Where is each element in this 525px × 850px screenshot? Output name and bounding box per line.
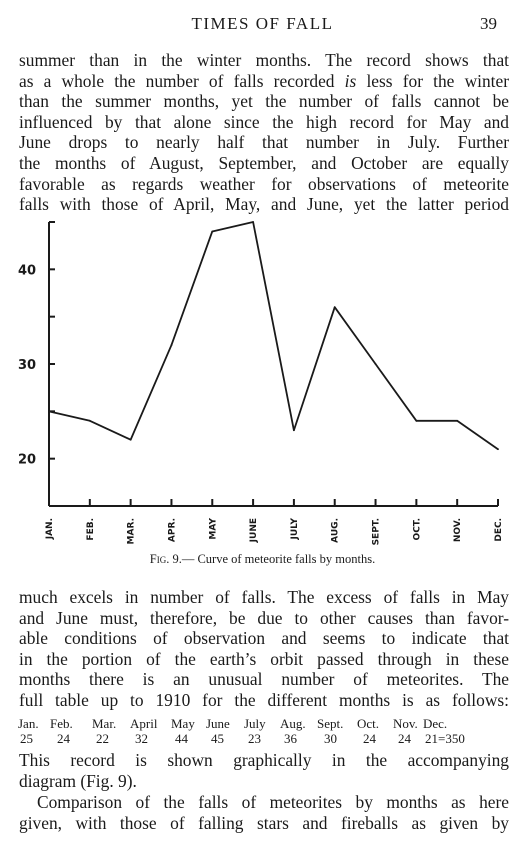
text-line: falls with those of April, May, and June… xyxy=(19,194,509,215)
text-line: given, with those of falling stars and f… xyxy=(19,812,509,833)
y-tick-label: 20 xyxy=(18,453,36,468)
table-count: 24 xyxy=(398,731,411,746)
data-point xyxy=(456,419,459,422)
table-month: Oct. xyxy=(357,716,380,731)
table-count: 45 xyxy=(211,731,224,746)
page-number: 39 xyxy=(480,14,497,33)
text-line: This record is shown graphically in the … xyxy=(19,750,509,770)
x-tick-label: AUG. xyxy=(331,518,341,543)
caption-text: — Curve of meteorite falls by months. xyxy=(181,552,376,566)
page-header: TIMES OF FALL 39 xyxy=(0,14,525,36)
table-month: Mar. xyxy=(92,716,117,731)
table-count: 44 xyxy=(175,731,188,746)
paragraph-top: summer than in the winter months. The re… xyxy=(19,50,509,215)
monthly-falls-table: Jan. Feb. Mar. April May June July Aug. … xyxy=(18,716,465,746)
x-tick-label: JAN. xyxy=(45,518,55,540)
paragraph-after-table: This record is shown graphically in the … xyxy=(19,750,509,791)
data-point xyxy=(170,344,173,346)
text-line: than the summer months, yet the number o… xyxy=(19,91,509,112)
table-month: Feb. xyxy=(50,716,73,731)
data-point xyxy=(293,429,295,432)
figure-number: Fig. 9. xyxy=(149,552,182,566)
data-point xyxy=(48,410,50,413)
figure-caption: Fig. 9.— Curve of meteorite falls by mon… xyxy=(0,552,525,567)
x-tick-label: APR. xyxy=(167,518,177,542)
table-count: 24 xyxy=(363,731,376,746)
table-count: 22 xyxy=(96,731,109,746)
text-line: the months of August, September, and Oct… xyxy=(19,152,509,173)
table-month: Aug. xyxy=(280,716,306,731)
table-count: 21=350 xyxy=(425,731,465,746)
x-tick-label: OCT. xyxy=(412,518,422,540)
x-tick-label: MAY xyxy=(208,518,218,540)
x-tick-label: NOV. xyxy=(453,518,463,542)
paragraph-last: Comparison of the falls of meteorites by… xyxy=(19,792,509,833)
text-line: in the portion of the earth’s orbit pass… xyxy=(19,648,509,669)
data-point xyxy=(497,448,499,451)
text-line: favorable as regards weather for observa… xyxy=(19,173,509,194)
table-month: June xyxy=(206,716,230,731)
text-line: months there is an unusual number of met… xyxy=(19,669,509,690)
x-tick-label: DEC. xyxy=(494,518,504,542)
table-month: Jan. xyxy=(18,716,39,731)
data-point xyxy=(374,363,377,365)
data-point xyxy=(88,419,91,422)
x-tick-label: JULY xyxy=(290,518,300,541)
data-point xyxy=(333,306,336,309)
text-line: full table up to 1910 for the different … xyxy=(19,689,509,710)
text-line: able conditions of observation and seems… xyxy=(19,628,509,649)
text-line: as a whole the number of falls recorded … xyxy=(19,70,509,91)
table-count: 36 xyxy=(284,731,297,746)
data-point xyxy=(129,438,132,441)
x-tick-label: SEPT. xyxy=(372,518,382,545)
data-point xyxy=(415,419,418,422)
data-point xyxy=(211,230,214,233)
table-count: 23 xyxy=(248,731,261,746)
data-point xyxy=(252,221,254,223)
text-line: influenced by that alone since the high … xyxy=(19,111,509,132)
running-head: TIMES OF FALL xyxy=(191,14,334,33)
x-tick-label: MAR. xyxy=(127,518,137,544)
text-line: summer than in the winter months. The re… xyxy=(19,50,509,70)
text-line: June drops to nearly half that number in… xyxy=(19,132,509,153)
falls-by-month-chart: 20 30 40 JAN. FEB. MAR. APR. MAY JUNE JULY AUG. SEP… xyxy=(18,221,504,545)
table-month: Nov. xyxy=(393,716,418,731)
x-tick-label: FEB. xyxy=(86,518,96,541)
text-line: and June must, therefore, be due to othe… xyxy=(19,607,509,628)
table-month: May xyxy=(171,716,195,731)
table-count: 25 xyxy=(20,731,33,746)
falls-series-line xyxy=(48,221,499,450)
text-line: diagram (Fig. 9). xyxy=(19,770,137,791)
y-tick-label: 30 xyxy=(18,358,36,373)
table-month: Sept. xyxy=(317,716,344,731)
table-month: July xyxy=(244,716,266,731)
table-count: 30 xyxy=(324,731,337,746)
text-line: Comparison of the falls of meteorites by… xyxy=(37,792,509,812)
x-tick-label: JUNE xyxy=(249,518,259,543)
table-month: April xyxy=(130,716,158,731)
table-count: 32 xyxy=(135,731,148,746)
table-month: Dec. xyxy=(423,716,448,731)
y-tick-label: 40 xyxy=(18,263,36,278)
paragraph-middle: much excels in number of falls. The exce… xyxy=(19,587,509,711)
table-count: 24 xyxy=(57,731,70,746)
text-line: much excels in number of falls. The exce… xyxy=(19,587,509,607)
emphasis: is xyxy=(344,70,357,91)
